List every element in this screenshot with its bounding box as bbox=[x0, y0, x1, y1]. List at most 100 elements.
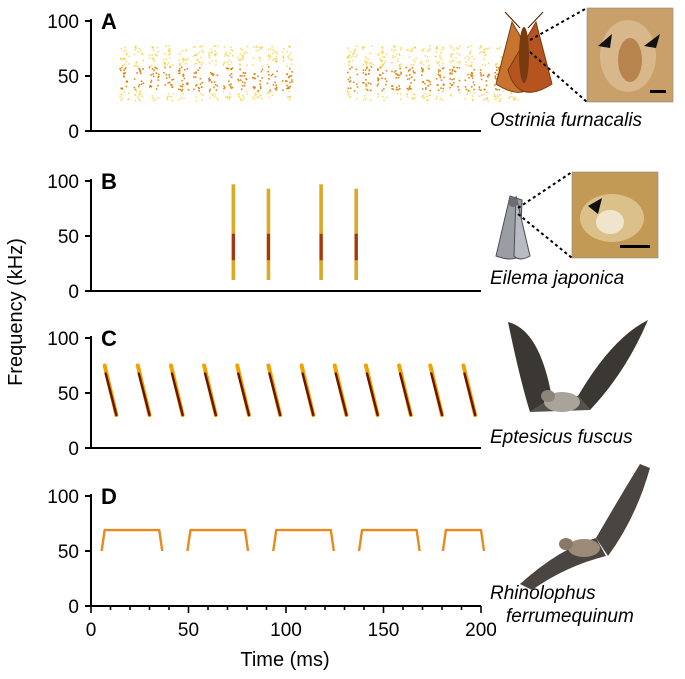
pulse-speck bbox=[126, 80, 128, 82]
pulse-speck bbox=[195, 84, 197, 87]
pulse-column bbox=[177, 48, 190, 101]
pulse-speck bbox=[123, 91, 125, 93]
pulse-speck bbox=[120, 66, 123, 69]
pulse-speck bbox=[481, 94, 483, 96]
pulse-speck bbox=[436, 47, 438, 49]
pulse-speck bbox=[274, 81, 276, 84]
pulse-speck bbox=[471, 55, 473, 58]
pulse-speck bbox=[383, 88, 385, 90]
pulse-speck bbox=[208, 62, 211, 64]
pulse-speck bbox=[438, 74, 441, 77]
pulse-speck bbox=[437, 69, 440, 71]
pulse-speck bbox=[494, 71, 496, 74]
pulse-speck bbox=[228, 93, 231, 95]
pulse-speck bbox=[195, 62, 198, 65]
pulse-speck bbox=[362, 69, 365, 72]
pulse-speck bbox=[198, 90, 200, 92]
zoom-line-a-top bbox=[529, 7, 588, 41]
pulse-speck bbox=[181, 50, 184, 52]
pulse-speck bbox=[396, 93, 399, 95]
pulse-speck bbox=[499, 100, 502, 102]
pulse-speck bbox=[484, 47, 487, 50]
pulse-speck bbox=[483, 51, 485, 53]
pulse-speck bbox=[478, 88, 481, 91]
fm-call bbox=[461, 363, 478, 417]
pulse-column bbox=[434, 45, 445, 102]
x-axis-title: Time (ms) bbox=[240, 649, 329, 671]
pulse-speck bbox=[365, 79, 367, 81]
click-core bbox=[231, 233, 235, 261]
moth-b-detail-photo bbox=[571, 171, 659, 259]
pulse-speck bbox=[449, 86, 451, 89]
x-tick-label: 50 bbox=[178, 620, 199, 641]
pulse-column bbox=[133, 45, 145, 102]
pulse-speck bbox=[163, 72, 165, 74]
pulse-speck bbox=[226, 54, 229, 57]
pulse-speck bbox=[381, 47, 384, 49]
pulse-speck bbox=[192, 55, 195, 57]
pulse-speck bbox=[201, 99, 203, 101]
fm-call bbox=[102, 363, 119, 417]
pulse-speck bbox=[501, 56, 503, 58]
pulse-speck bbox=[169, 84, 172, 86]
pulse-speck bbox=[171, 79, 173, 81]
pulse-speck bbox=[422, 48, 424, 51]
pulse-speck bbox=[426, 50, 428, 52]
cf-fm-trace bbox=[441, 528, 486, 552]
pulse-speck bbox=[154, 98, 156, 100]
fm-call-core bbox=[334, 372, 348, 417]
pulse-speck bbox=[230, 85, 232, 88]
pulse-speck bbox=[414, 97, 416, 99]
bat-d-illustration bbox=[520, 464, 650, 590]
pulse-speck bbox=[257, 96, 260, 99]
pulse-speck bbox=[465, 88, 468, 91]
pulse-speck bbox=[185, 62, 187, 65]
pulse-speck bbox=[261, 65, 264, 67]
pulse-speck bbox=[166, 97, 168, 99]
pulse-speck bbox=[364, 60, 366, 62]
fm-call-core bbox=[104, 372, 118, 417]
pulse-speck bbox=[498, 68, 500, 71]
pulse-speck bbox=[349, 76, 351, 79]
pulse-speck bbox=[472, 99, 474, 101]
pulse-speck bbox=[137, 65, 140, 68]
pulse-speck bbox=[471, 74, 474, 77]
pulse-speck bbox=[499, 98, 502, 100]
pulse-speck bbox=[252, 46, 255, 48]
pulse-speck bbox=[424, 55, 427, 57]
pulse-speck bbox=[377, 77, 379, 79]
pulse-speck bbox=[182, 92, 185, 95]
pulse-speck bbox=[260, 70, 263, 73]
pulse-speck bbox=[466, 93, 469, 95]
pulse-speck bbox=[398, 74, 401, 77]
pulse-speck bbox=[486, 91, 489, 93]
pulse-speck bbox=[227, 97, 229, 99]
pulse-speck bbox=[163, 62, 165, 64]
pulse-speck bbox=[442, 47, 445, 50]
pulse-speck bbox=[241, 57, 244, 60]
pulse-speck bbox=[139, 69, 141, 72]
pulse-speck bbox=[453, 66, 455, 69]
pulse-speck bbox=[391, 70, 393, 73]
pulse-speck bbox=[151, 57, 154, 60]
pulse-speck bbox=[121, 93, 123, 96]
pulse-speck bbox=[252, 86, 255, 88]
pulse-speck bbox=[135, 45, 137, 47]
pulse-speck bbox=[353, 51, 356, 53]
pulse-speck bbox=[152, 73, 154, 75]
pulse-speck bbox=[202, 61, 204, 64]
pulse-speck bbox=[253, 87, 256, 90]
pulse-speck bbox=[362, 72, 365, 74]
panel-letter: C bbox=[101, 326, 117, 351]
pulse-speck bbox=[393, 50, 395, 53]
pulse-column bbox=[163, 45, 175, 102]
pulse-speck bbox=[363, 82, 365, 84]
y-tick-label: 50 bbox=[58, 67, 79, 88]
pulse-speck bbox=[260, 47, 263, 50]
pulse-speck bbox=[134, 49, 136, 51]
pulse-speck bbox=[239, 68, 241, 71]
pulse-speck bbox=[413, 59, 415, 61]
pulse-speck bbox=[140, 83, 143, 86]
pulse-speck bbox=[224, 86, 226, 89]
pulse-speck bbox=[494, 98, 496, 101]
